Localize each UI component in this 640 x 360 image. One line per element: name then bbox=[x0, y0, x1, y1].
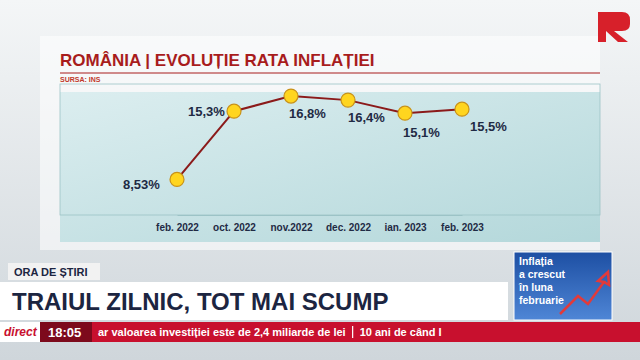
ticker-text: ar valoarea investiției este de 2,4 mili… bbox=[98, 326, 346, 338]
chart-card bbox=[40, 36, 600, 250]
inset-text: februarie bbox=[519, 294, 564, 306]
data-label: 15,1% bbox=[403, 125, 440, 140]
x-tick-label: nov.2022 bbox=[270, 222, 312, 233]
panel-background bbox=[60, 92, 600, 242]
x-tick: nov.2022 bbox=[270, 215, 312, 233]
data-label: 16,8% bbox=[289, 106, 326, 121]
screen: ROMÂNIA | EVOLUȚIE RATA INFLAȚIEI SURSA: … bbox=[0, 0, 640, 360]
x-tick-label: dec. 2022 bbox=[326, 222, 371, 233]
data-label: 8,53% bbox=[123, 177, 160, 192]
source: SURSA: INS bbox=[60, 76, 101, 83]
x-tick: feb. 2023 bbox=[441, 215, 484, 233]
x-axis: feb. 2022 oct. 2022 nov.2022 dec. 2022 ian. … bbox=[156, 215, 484, 233]
marker bbox=[170, 172, 184, 186]
inset-arrow bbox=[560, 272, 609, 314]
channel-logo bbox=[598, 12, 630, 42]
headline: TRAIUL ZILNIC, TOT MAI SCUMP bbox=[12, 288, 388, 315]
plot-frame bbox=[60, 84, 600, 215]
live-label: direct bbox=[4, 325, 38, 339]
chart-title: ROMÂNIA | EVOLUȚIE RATA INFLAȚIEI bbox=[60, 51, 375, 70]
data-label: 15,5% bbox=[470, 119, 507, 134]
show-name: ORA DE ȘTIRI bbox=[14, 266, 88, 278]
inset-text: Inflația bbox=[519, 255, 553, 267]
x-tick: dec. 2022 bbox=[326, 215, 371, 233]
data-label: 16,4% bbox=[348, 110, 385, 125]
ticker-bar bbox=[0, 322, 640, 342]
marker bbox=[455, 102, 469, 116]
ticker-separator bbox=[352, 326, 353, 338]
inset-text: a crescut bbox=[519, 268, 566, 280]
x-axis-line bbox=[178, 215, 463, 216]
line bbox=[177, 96, 462, 179]
title-rule bbox=[60, 73, 600, 74]
marker bbox=[341, 93, 355, 107]
x-tick-label: ian. 2023 bbox=[384, 222, 427, 233]
show-box bbox=[8, 263, 100, 280]
inset-text: în luna bbox=[518, 281, 553, 293]
marker bbox=[398, 106, 412, 120]
x-tick: feb. 2022 bbox=[156, 215, 199, 233]
time-box bbox=[40, 322, 92, 342]
x-tick: oct. 2022 bbox=[213, 215, 256, 233]
x-tick-label: feb. 2022 bbox=[156, 222, 199, 233]
background bbox=[0, 0, 640, 360]
x-tick-label: oct. 2022 bbox=[213, 222, 256, 233]
headline-bar bbox=[0, 282, 508, 320]
marker bbox=[284, 89, 298, 103]
live-box bbox=[0, 322, 40, 342]
x-tick: ian. 2023 bbox=[384, 215, 427, 233]
inset bbox=[514, 252, 612, 320]
data-label: 15,3% bbox=[188, 104, 225, 119]
time: 18:05 bbox=[48, 325, 81, 340]
x-tick-label: feb. 2023 bbox=[441, 222, 484, 233]
marker bbox=[227, 104, 241, 118]
marks bbox=[170, 89, 469, 186]
ticker-text: 10 ani de când I bbox=[360, 326, 442, 338]
